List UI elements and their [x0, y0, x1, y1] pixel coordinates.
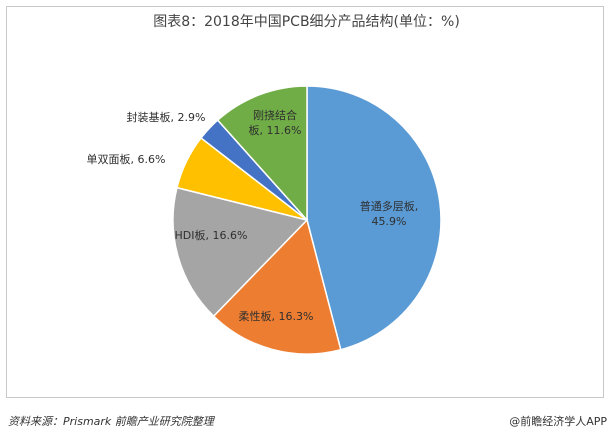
slice-label-4: 封装基板, 2.9% — [127, 110, 206, 124]
slice-label-3: 单双面板, 6.6% — [87, 152, 166, 166]
slice-label-2: HDI板, 16.6% — [175, 228, 248, 242]
chart-title: 图表8：2018年中国PCB细分产品结构(单位：%) — [0, 11, 613, 31]
slice-label-1: 柔性板, 16.3% — [239, 309, 314, 323]
source-note: 资料来源：Prismark 前瞻产业研究院整理 — [8, 413, 214, 429]
brand-credit: @前瞻经济学人APP — [509, 413, 607, 429]
pie-chart: 普通多层板,45.9%柔性板, 16.3%HDI板, 16.6%单双面板, 6.… — [6, 36, 606, 396]
